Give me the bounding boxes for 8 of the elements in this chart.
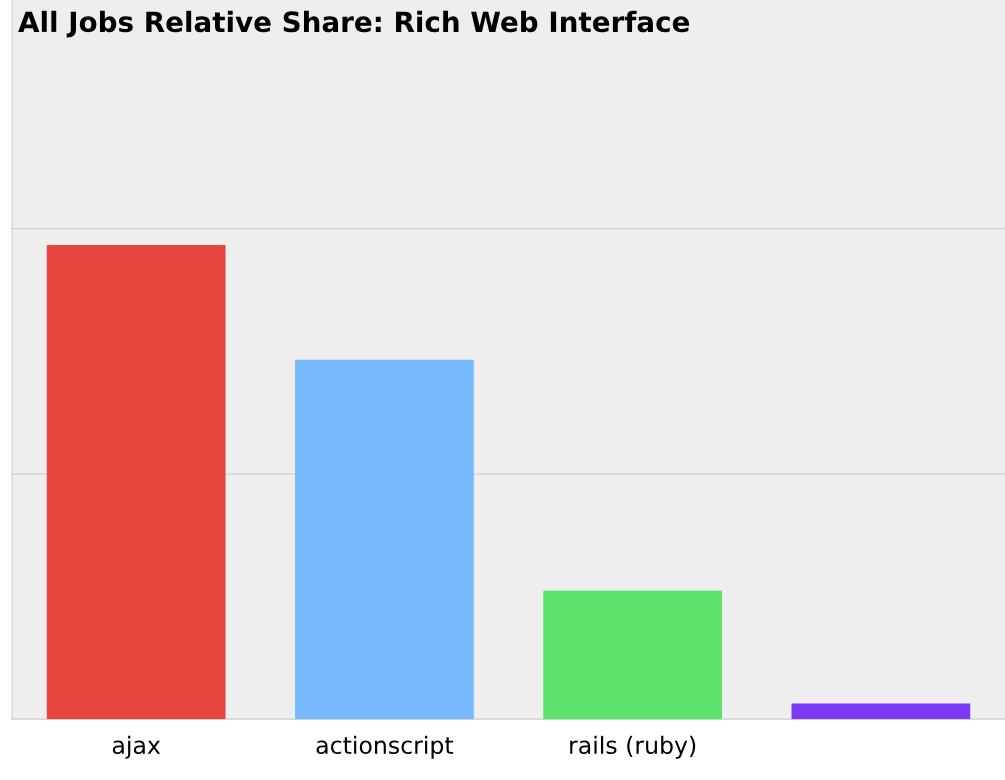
x-tick-label: rails (ruby) bbox=[570, 735, 696, 759]
x-tick-label: actionscript bbox=[316, 735, 454, 759]
x-tick-label: ajax bbox=[112, 735, 161, 759]
bar bbox=[791, 703, 971, 720]
bar bbox=[295, 359, 474, 720]
bar bbox=[46, 245, 226, 720]
chart-title: All Jobs Relative Share: Rich Web Interface bbox=[18, 10, 690, 38]
bar bbox=[543, 590, 723, 720]
